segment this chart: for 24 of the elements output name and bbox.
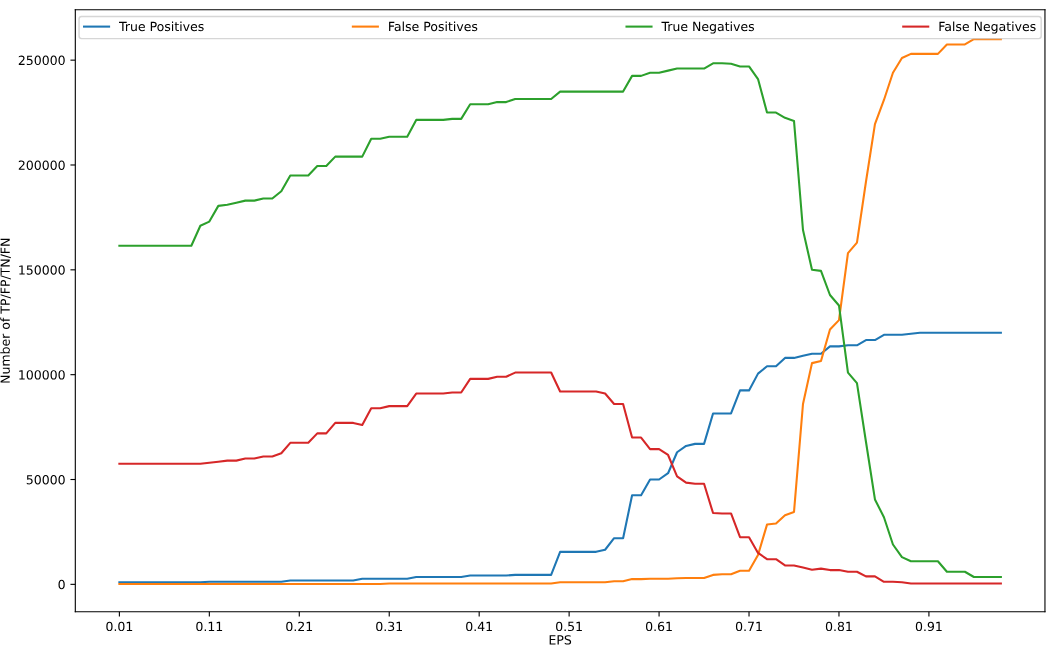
- legend-label: False Positives: [389, 21, 478, 32]
- x-tick-label: 0.91: [915, 621, 942, 632]
- y-tick-label: 200000: [18, 160, 65, 170]
- y-tick-label: 0: [58, 579, 65, 590]
- y-tick-label: 150000: [19, 265, 65, 275]
- x-tick-label: 0.61: [645, 621, 672, 632]
- legend-label: True Positives: [119, 21, 204, 32]
- x-tick-label: 0.11: [196, 621, 223, 632]
- x-tick-label: 0.21: [286, 621, 313, 632]
- x-tick-label: 0.41: [466, 621, 492, 632]
- legend-label: True Negatives: [661, 21, 755, 34]
- x-axis-title: EPS: [549, 635, 572, 645]
- y-tick-label: 50000: [26, 474, 65, 485]
- x-tick-label: 0.31: [376, 621, 402, 632]
- x-tick-label: 0.51: [556, 621, 582, 632]
- line-series: [118, 331, 1002, 584]
- x-tick-label: 0.81: [825, 621, 852, 632]
- legend-label: False Negatives: [939, 21, 1036, 34]
- line-series: [118, 371, 1002, 585]
- x-tick-label: 0.01: [106, 621, 133, 632]
- y-tick-label: 100000: [19, 370, 65, 380]
- y-axis-title: Number of TP/FP/TN/FN: [0, 238, 11, 383]
- y-tick-label: 250000: [18, 55, 65, 66]
- x-tick-label: 0.71: [735, 621, 762, 632]
